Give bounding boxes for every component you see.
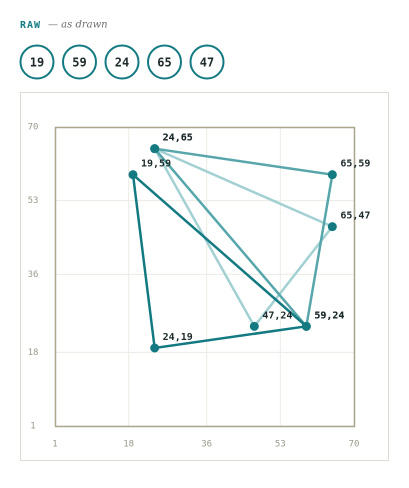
point (150, 144, 160, 154)
point (249, 321, 259, 331)
point (128, 170, 138, 180)
series-line (131, 171, 310, 350)
chip (104, 44, 140, 80)
point-label: 65,47 (340, 211, 370, 222)
point-label: 24,65 (163, 133, 193, 144)
y-tick-label: 70 (28, 123, 39, 133)
chip (62, 44, 97, 80)
y-tick-label: 53 (28, 196, 39, 206)
point-label: 59,24 (314, 310, 344, 321)
series-line (151, 146, 335, 329)
point-label: 47,24 (262, 310, 292, 321)
chip (189, 44, 225, 80)
chart-frame (20, 92, 389, 461)
header-label: RAW (20, 20, 41, 31)
y-tick-label: 18 (28, 348, 39, 358)
point-label: 19,59 (141, 159, 171, 170)
series-line (151, 146, 334, 330)
x-tick-label: 18 (123, 440, 134, 450)
point-label: 59,24 (314, 310, 344, 321)
point-label: 24,19 (163, 332, 193, 343)
chip (19, 44, 55, 80)
point (327, 222, 337, 232)
point-label: 24,65 (163, 133, 193, 144)
plot-area (54, 126, 356, 428)
point-label: 65,59 (340, 159, 370, 170)
y-tick-label: 1 (30, 422, 35, 432)
x-tick-label: 70 (349, 440, 360, 450)
header-note: — as drawn (48, 20, 108, 31)
point (301, 321, 311, 331)
chip-value: 47 (200, 56, 214, 70)
x-tick-label: 36 (201, 440, 212, 450)
chip-value: 65 (157, 56, 171, 70)
y-tick-label: 36 (28, 270, 39, 280)
chip (147, 44, 182, 80)
x-tick-label: 1 (52, 440, 57, 450)
chip-value: 59 (72, 56, 86, 70)
point (327, 170, 337, 180)
point (150, 343, 160, 353)
chip-value: 19 (30, 56, 44, 70)
x-tick-label: 53 (275, 440, 286, 450)
chip-value: 24 (115, 56, 129, 70)
